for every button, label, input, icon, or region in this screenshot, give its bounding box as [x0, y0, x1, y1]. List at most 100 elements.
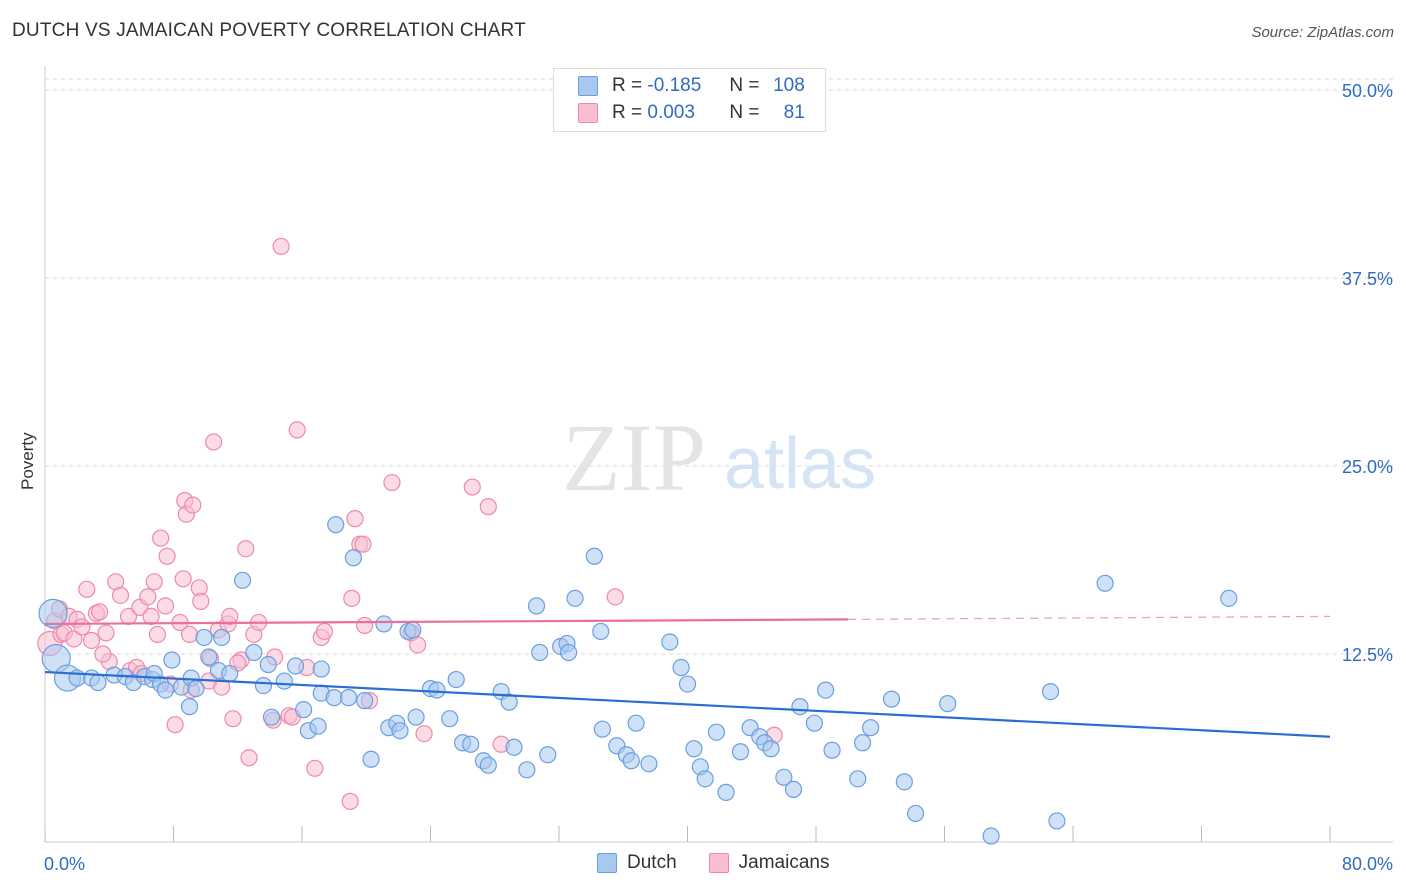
legend-r-value: 0.003 — [647, 102, 695, 123]
dutch-point — [585, 547, 603, 565]
jamaican-point — [192, 592, 210, 610]
jamaican-point — [148, 625, 167, 644]
dutch-point — [731, 743, 750, 761]
dutch-point — [275, 672, 293, 690]
dutch-point — [195, 628, 213, 647]
jamaican-point — [111, 586, 130, 604]
dutch-point — [696, 770, 714, 788]
dutch-point — [762, 740, 780, 758]
jamaican-point — [174, 570, 192, 588]
correlation-legend: R = -0.185 N = 108 R = 0.003 N = 81 — [553, 68, 826, 132]
dutch-point — [672, 658, 690, 677]
dutch-point — [527, 597, 546, 615]
legend-item-dutch[interactable]: Dutch — [597, 852, 677, 874]
dutch-point — [259, 655, 277, 674]
dutch-point — [862, 719, 880, 737]
dutch-point — [89, 673, 107, 692]
dutch-point — [791, 698, 809, 716]
jamaican-point — [205, 433, 223, 451]
legend-label-jamaicans: Jamaicans — [738, 852, 830, 873]
jamaican-point — [82, 631, 101, 650]
dutch-point — [309, 717, 327, 735]
jamaican-trend-extension — [848, 615, 1331, 621]
watermark: ZIP atlas — [562, 404, 876, 511]
jamaican-point — [415, 725, 433, 743]
jamaican-point — [94, 645, 112, 663]
jamaican-point — [166, 716, 184, 734]
jamaican-legend-swatch — [708, 853, 729, 873]
chart-title: DUTCH VS JAMAICAN POVERTY CORRELATION CH… — [12, 20, 526, 41]
dutch-point — [213, 628, 231, 647]
dutch-point — [441, 710, 459, 728]
dutch-point — [592, 622, 610, 641]
y-tick-label: 37.5% — [1342, 269, 1393, 289]
dutch-point — [221, 664, 239, 683]
jamaican-point — [606, 588, 624, 606]
dutch-point — [784, 780, 803, 798]
jamaican-point — [91, 603, 109, 621]
legend-r-label: R = — [612, 75, 643, 96]
dutch-point — [187, 679, 205, 698]
dutch-point — [375, 615, 393, 633]
legend-row-jamaican: R = 0.003 N = 81 — [578, 101, 805, 125]
dutch-point — [531, 643, 549, 662]
trend-lines — [44, 615, 1331, 738]
jamaican-trend-line — [44, 618, 849, 626]
dutch-legend-swatch — [597, 853, 617, 873]
dutch-point — [156, 681, 175, 699]
dutch-point — [233, 571, 252, 589]
jamaican-point — [315, 622, 334, 641]
jamaican-point — [272, 237, 290, 256]
dutch-point — [882, 690, 901, 708]
legend-n-value: 81 — [783, 102, 805, 123]
jamaican-point — [184, 496, 202, 514]
dutch-point — [200, 648, 218, 666]
dutch-point — [462, 735, 480, 753]
dutch-point — [391, 722, 409, 740]
jamaican-point — [73, 618, 91, 636]
dutch-point — [500, 693, 518, 711]
legend-r-label: R = — [612, 102, 643, 123]
legend-item-jamaicans[interactable]: Jamaicans — [708, 852, 830, 874]
dutch-point — [566, 589, 584, 607]
jamaican-point — [78, 580, 96, 598]
jamaican-point — [346, 510, 364, 528]
source-label: Source: ZipAtlas.com — [1251, 24, 1394, 41]
dutch-point — [717, 783, 735, 801]
dutch-point — [805, 714, 823, 732]
x-tick-label: 80.0% — [1342, 854, 1393, 874]
watermark-zip: ZIP — [562, 404, 706, 511]
jamaican-point — [156, 597, 175, 615]
grid-lines — [45, 78, 1393, 655]
jamaican-point — [356, 616, 374, 635]
dutch-point — [982, 827, 1000, 845]
dutch-point — [678, 675, 697, 693]
dutch-point — [447, 670, 465, 689]
dutch-point — [593, 720, 611, 738]
jamaican-point — [142, 607, 160, 626]
dutch-swatch — [578, 76, 598, 96]
tick-labels: 12.5% 25.0% 37.5% 50.0% 0.0% 80.0% — [44, 81, 1393, 874]
jamaican-point — [240, 749, 258, 767]
jamaican-swatch — [578, 103, 598, 123]
jamaican-point — [158, 547, 176, 565]
watermark-atlas: atlas — [724, 424, 876, 504]
jamaican-point — [354, 535, 372, 553]
jamaican-point — [221, 607, 239, 626]
dutch-points — [38, 88, 1238, 845]
dutch-point — [906, 804, 925, 823]
dutch-point — [404, 621, 422, 639]
jamaican-point — [65, 630, 83, 648]
dutch-point — [38, 598, 68, 628]
legend-r-value: -0.185 — [647, 75, 702, 96]
dutch-point — [327, 516, 345, 534]
dutch-point — [262, 708, 281, 726]
legend-n-label: N = — [729, 102, 760, 123]
dutch-point — [286, 657, 305, 675]
dutch-point — [817, 681, 835, 699]
dutch-point — [627, 714, 645, 732]
jamaican-point — [409, 636, 427, 654]
jamaican-point — [152, 529, 170, 547]
jamaican-point — [383, 473, 401, 492]
